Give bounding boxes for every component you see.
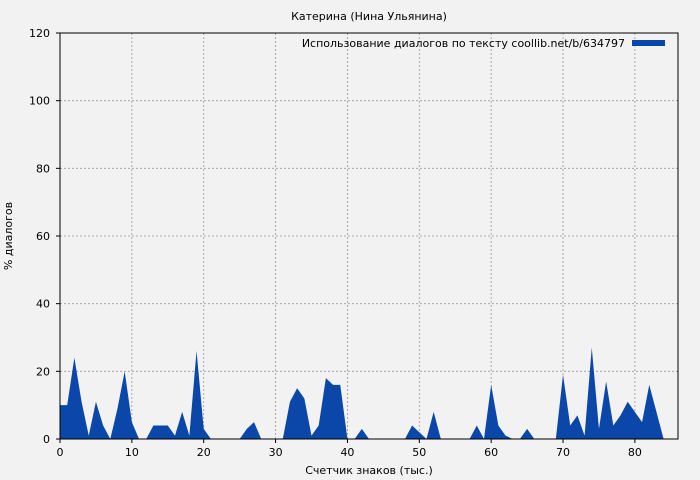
- grid: [60, 33, 678, 439]
- x-tick-label: 70: [556, 446, 570, 459]
- y-tick-label: 40: [36, 298, 50, 311]
- y-tick-label: 100: [29, 95, 50, 108]
- x-tick-label: 30: [269, 446, 283, 459]
- y-tick-label: 80: [36, 162, 50, 175]
- legend-label: Использование диалогов по тексту coollib…: [302, 37, 625, 50]
- axis-ticks: 0 10 20 30 40 50 60 70 80 0 20 40 60 80 100 120: [29, 27, 642, 459]
- y-axis-label: % диалогов: [2, 202, 15, 270]
- plot-area: [60, 347, 664, 439]
- y-tick-label: 120: [29, 27, 50, 40]
- plot-frame: [59, 32, 679, 440]
- x-tick-label: 10: [125, 446, 139, 459]
- y-tick-label: 60: [36, 230, 50, 243]
- chart-title: Катерина (Нина Ульянина): [291, 10, 447, 23]
- x-tick-label: 20: [197, 446, 211, 459]
- x-tick-label: 80: [628, 446, 642, 459]
- x-tick-label: 0: [57, 446, 64, 459]
- y-tick-label: 20: [36, 365, 50, 378]
- x-tick-label: 40: [340, 446, 354, 459]
- y-tick-label: 0: [43, 433, 50, 446]
- x-tick-label: 60: [484, 446, 498, 459]
- x-tick-label: 50: [412, 446, 426, 459]
- legend: Использование диалогов по тексту coollib…: [302, 37, 665, 50]
- x-axis-label: Счетчик знаков (тыс.): [305, 464, 433, 477]
- series-area: [60, 347, 664, 439]
- legend-swatch: [632, 40, 665, 46]
